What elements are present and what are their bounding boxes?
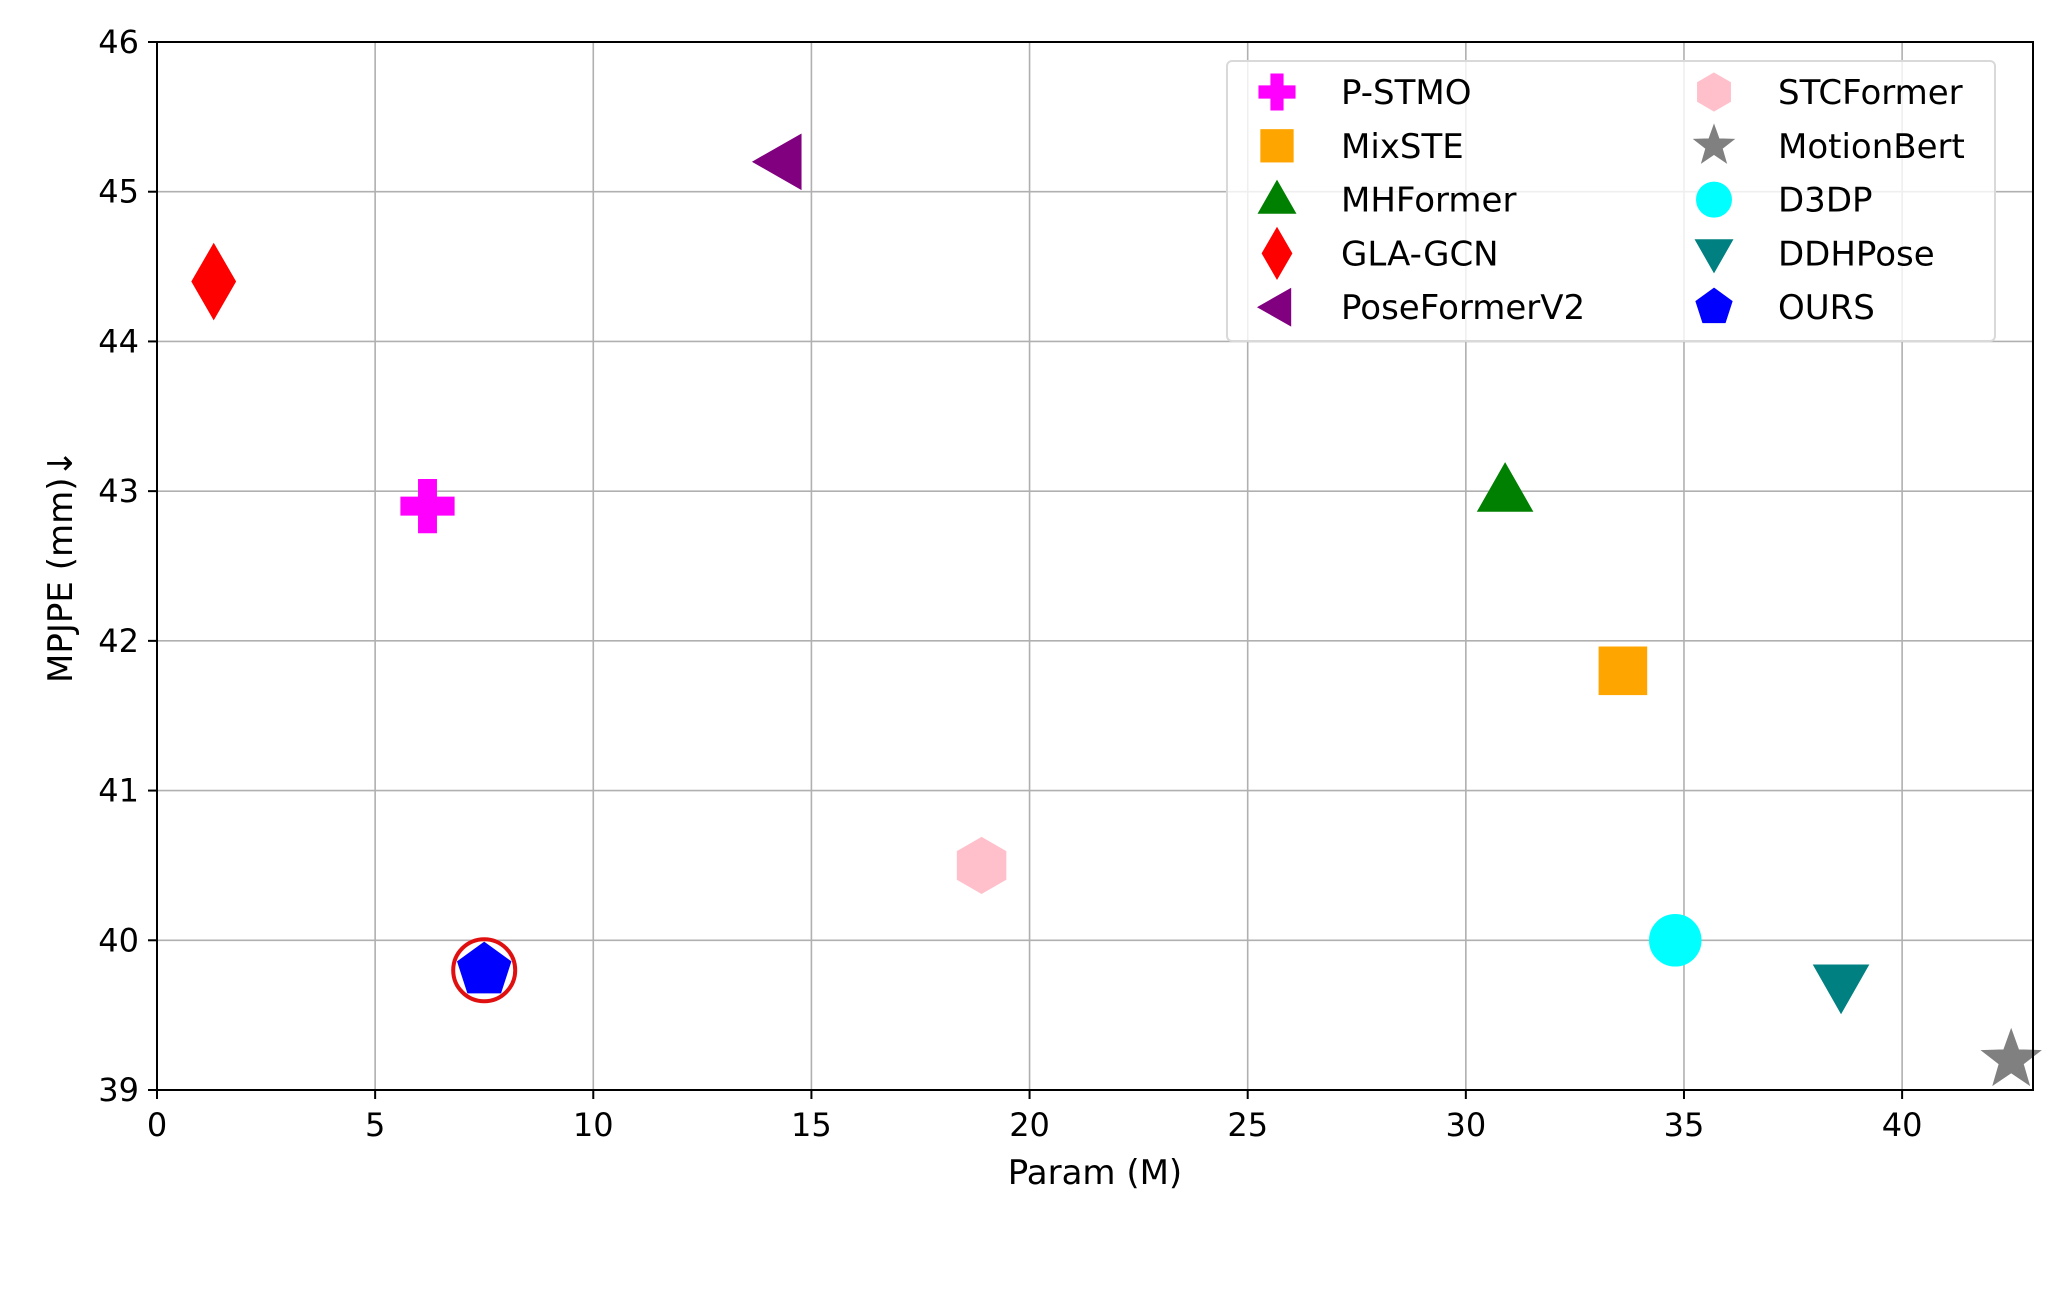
legend-marker	[1258, 73, 1296, 111]
x-tick-label: 10	[573, 1106, 614, 1144]
triangle-left-shape	[751, 133, 802, 191]
legend-label: STCFormer	[1778, 73, 1963, 113]
y-tick-label: 45	[98, 173, 139, 211]
legend-label: D3DP	[1778, 181, 1873, 221]
legend-label: MotionBert	[1778, 127, 1965, 167]
y-tick-label: 39	[98, 1071, 139, 1109]
legend-label: DDHPose	[1778, 234, 1935, 274]
circle-shape	[1648, 914, 1702, 967]
data-point-ours	[456, 941, 512, 994]
legend-marker	[1694, 239, 1734, 274]
data-point-stcformer	[956, 836, 1007, 895]
y-tick-label: 46	[98, 23, 139, 61]
legend-marker	[1256, 287, 1292, 327]
x-tick-label: 5	[365, 1106, 385, 1144]
plot-frame	[156, 41, 2034, 1091]
legend: P-STMO MixSTE MHFormer GLA-GCN PoseFormerV2 S…	[1226, 60, 1996, 342]
triangle-down-shape	[1812, 964, 1870, 1015]
triangle-up-shape	[1476, 462, 1534, 512]
y-axis-label: MPJPE (mm)↓	[41, 449, 81, 683]
pentagon-shape	[456, 941, 512, 994]
diamond-shape	[191, 242, 237, 321]
data-point-poseformerv2	[751, 133, 802, 191]
triangle-down-shape	[1694, 239, 1734, 274]
legend-label: P-STMO	[1341, 73, 1471, 113]
y-tick-label: 43	[98, 472, 139, 510]
plus-shape	[400, 479, 455, 534]
legend-marker	[1260, 129, 1294, 163]
diamond-shape	[1261, 226, 1293, 281]
x-tick-label: 20	[1009, 1106, 1050, 1144]
y-tick-label: 42	[98, 622, 139, 660]
legend-label: MixSTE	[1341, 127, 1464, 167]
legend-box	[1226, 60, 1996, 342]
legend-marker	[1695, 287, 1733, 324]
y-tick-label: 40	[98, 921, 139, 959]
x-tick-label: 40	[1882, 1106, 1923, 1144]
triangle-left-shape	[1256, 287, 1292, 327]
x-tick-label: 25	[1227, 1106, 1268, 1144]
highlight-ring	[451, 937, 518, 1004]
legend-label: GLA-GCN	[1341, 234, 1499, 274]
data-point-ddhpose	[1812, 964, 1870, 1015]
data-point-d3dp	[1648, 914, 1702, 967]
square-shape	[1260, 129, 1294, 163]
x-tick-label: 15	[791, 1106, 832, 1144]
x-axis-label: Param (M)	[1008, 1153, 1182, 1193]
star-shape	[1692, 123, 1736, 164]
data-point-p-stmo	[400, 479, 455, 534]
y-tick-label: 41	[98, 772, 139, 810]
x-tick-label: 30	[1445, 1106, 1486, 1144]
circle-shape	[1696, 181, 1732, 218]
legend-marker	[1257, 179, 1297, 214]
pentagon-shape	[1695, 287, 1733, 324]
data-point-mhformer	[1476, 462, 1534, 512]
axis-ticks: 0 5 10 15 20 25 30 35 40 39 40 41 42 43 44 45 46	[98, 23, 1922, 1144]
triangle-up-shape	[1257, 179, 1297, 214]
hexagon-shape	[1697, 72, 1731, 112]
legend-marker	[1692, 123, 1736, 164]
x-tick-label: 35	[1664, 1106, 1705, 1144]
data-point-mixste	[1598, 646, 1648, 696]
legend-label: OURS	[1778, 288, 1875, 328]
legend-label: MHFormer	[1341, 181, 1516, 221]
hexagon-shape	[956, 836, 1007, 895]
data-points	[191, 133, 2042, 1087]
x-tick-label: 0	[147, 1106, 167, 1144]
legend-marker	[1261, 226, 1293, 281]
plus-shape	[1258, 73, 1296, 111]
y-tick-label: 44	[98, 322, 139, 360]
legend-label: PoseFormerV2	[1341, 288, 1585, 328]
legend-marker	[1697, 72, 1731, 112]
data-point-gla-gcn	[191, 242, 237, 321]
legend-marker	[1696, 181, 1732, 218]
square-shape	[1598, 646, 1648, 696]
